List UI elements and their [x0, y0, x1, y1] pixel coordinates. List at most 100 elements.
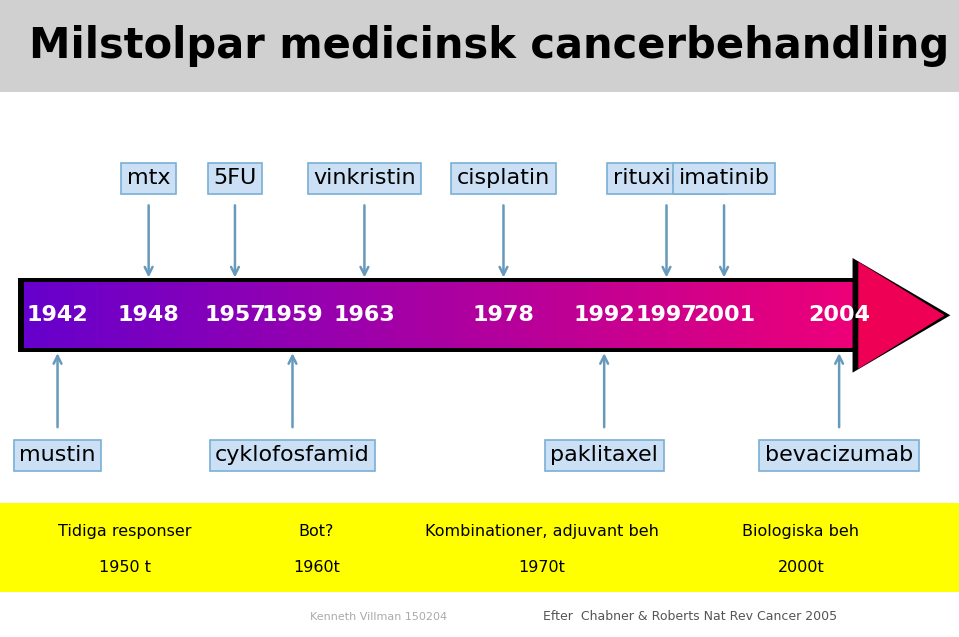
Bar: [391, 282, 396, 348]
Bar: [86, 282, 92, 348]
Bar: [283, 282, 288, 348]
Bar: [604, 282, 609, 348]
Bar: [842, 282, 847, 348]
Bar: [629, 282, 634, 348]
Bar: [157, 282, 163, 348]
Bar: [733, 282, 738, 348]
Bar: [246, 282, 250, 348]
Bar: [124, 282, 129, 348]
Bar: [337, 282, 342, 348]
Bar: [111, 282, 117, 348]
Text: Kombinationer, adjuvant beh: Kombinationer, adjuvant beh: [425, 524, 659, 540]
Bar: [830, 282, 834, 348]
Bar: [28, 282, 34, 348]
Bar: [496, 282, 501, 348]
Bar: [691, 282, 696, 348]
Text: 1978: 1978: [473, 305, 534, 326]
Bar: [637, 282, 643, 348]
Bar: [258, 282, 263, 348]
Bar: [812, 282, 817, 348]
Bar: [341, 282, 346, 348]
Text: Kenneth Villman 150204: Kenneth Villman 150204: [311, 612, 447, 622]
Bar: [574, 282, 580, 348]
Text: mtx: mtx: [127, 168, 171, 189]
Bar: [466, 282, 471, 348]
Bar: [195, 282, 200, 348]
Bar: [854, 282, 859, 348]
Bar: [850, 282, 855, 348]
Bar: [253, 282, 259, 348]
Bar: [771, 282, 776, 348]
Text: paklitaxel: paklitaxel: [550, 445, 658, 466]
Bar: [349, 282, 355, 348]
Bar: [162, 282, 167, 348]
Bar: [725, 282, 730, 348]
Bar: [107, 282, 112, 348]
Bar: [817, 282, 822, 348]
Bar: [599, 282, 605, 348]
Bar: [345, 282, 350, 348]
Bar: [762, 282, 767, 348]
Bar: [0, 503, 959, 592]
Text: imatinib: imatinib: [679, 168, 769, 189]
Bar: [270, 282, 275, 348]
Bar: [516, 282, 522, 348]
Bar: [741, 282, 747, 348]
Bar: [400, 282, 405, 348]
Bar: [546, 282, 550, 348]
Bar: [249, 282, 254, 348]
Bar: [608, 282, 613, 348]
Bar: [791, 282, 797, 348]
Bar: [291, 282, 296, 348]
Bar: [596, 282, 600, 348]
Bar: [203, 282, 208, 348]
Bar: [612, 282, 618, 348]
Bar: [199, 282, 204, 348]
Bar: [475, 282, 480, 348]
Bar: [579, 282, 584, 348]
Bar: [713, 282, 717, 348]
Bar: [366, 282, 371, 348]
Bar: [525, 282, 529, 348]
Bar: [61, 282, 67, 348]
Bar: [503, 282, 509, 348]
Bar: [550, 282, 554, 348]
Bar: [479, 282, 484, 348]
Bar: [663, 282, 667, 348]
Text: Biologiska beh: Biologiska beh: [742, 524, 859, 540]
Bar: [688, 282, 692, 348]
Bar: [667, 282, 671, 348]
Bar: [429, 282, 433, 348]
Bar: [224, 282, 229, 348]
Bar: [166, 282, 171, 348]
Bar: [82, 282, 87, 348]
Bar: [624, 282, 630, 348]
Bar: [129, 282, 133, 348]
Bar: [324, 282, 330, 348]
Bar: [759, 282, 763, 348]
Bar: [299, 282, 304, 348]
Bar: [457, 282, 463, 348]
Bar: [425, 282, 430, 348]
Bar: [833, 282, 838, 348]
Bar: [262, 282, 267, 348]
Bar: [182, 282, 188, 348]
Text: cyklofosfamid: cyklofosfamid: [215, 445, 370, 466]
Bar: [846, 282, 851, 348]
Bar: [65, 282, 71, 348]
Bar: [95, 282, 100, 348]
Text: Milstolpar medicinsk cancerbehandling: Milstolpar medicinsk cancerbehandling: [29, 25, 949, 67]
Text: bevacizumab: bevacizumab: [765, 445, 913, 466]
Bar: [528, 282, 534, 348]
Bar: [53, 282, 58, 348]
Text: 1942: 1942: [27, 305, 88, 326]
Bar: [800, 282, 805, 348]
Polygon shape: [858, 262, 945, 369]
Bar: [233, 282, 238, 348]
Bar: [804, 282, 809, 348]
Bar: [386, 282, 392, 348]
Bar: [470, 282, 476, 348]
Bar: [592, 282, 596, 348]
Bar: [658, 282, 664, 348]
Bar: [825, 282, 830, 348]
